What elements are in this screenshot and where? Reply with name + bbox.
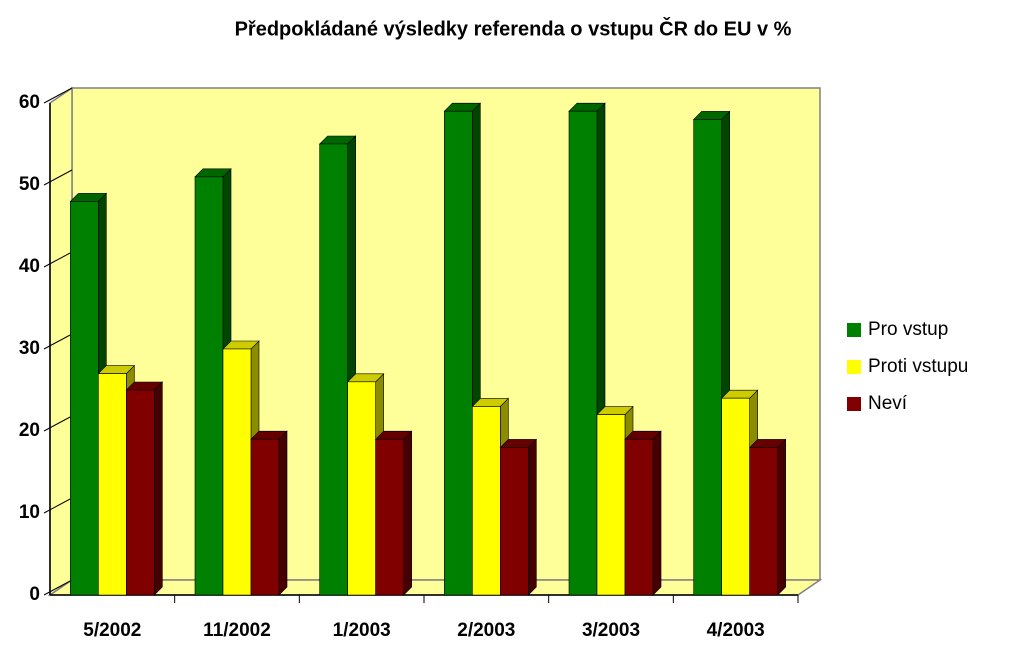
x-tick-label: 3/2003 — [582, 620, 640, 641]
bar-face — [624, 438, 654, 596]
bar-face — [98, 373, 127, 596]
bar-face — [347, 381, 376, 596]
bar-face — [777, 438, 786, 596]
y-tick — [43, 169, 73, 186]
bar-face — [500, 447, 529, 596]
x-tick-label: 4/2003 — [707, 620, 765, 641]
bar-face — [70, 201, 99, 596]
y-tick-label: 40 — [19, 256, 40, 277]
bar-face — [596, 414, 626, 596]
x-tick-label: 2/2003 — [457, 620, 515, 641]
bar-face — [472, 406, 501, 596]
bar-face — [278, 430, 288, 596]
bar-face — [568, 110, 598, 596]
bar — [748, 438, 787, 596]
legend-swatch — [847, 360, 861, 374]
y-tick — [43, 415, 73, 432]
side-wall — [49, 86, 73, 597]
y-tick — [43, 579, 73, 596]
bar-face — [403, 430, 412, 596]
bar-face — [693, 119, 722, 596]
bar-face — [154, 381, 163, 596]
bar-face — [721, 397, 750, 596]
bar-face — [528, 438, 537, 596]
y-tick — [43, 251, 73, 268]
bar-face — [222, 348, 252, 596]
bar — [250, 430, 288, 596]
bar-face — [444, 110, 473, 596]
bar-face — [652, 430, 662, 596]
chart-title: Předpokládané výsledky referenda o vstup… — [235, 16, 792, 40]
x-tick-label: 1/2003 — [333, 620, 391, 641]
y-tick-label: 30 — [19, 338, 40, 359]
y-tick-label: 0 — [29, 584, 40, 605]
bar — [125, 381, 164, 596]
y-tick — [43, 497, 73, 514]
bar-face — [194, 176, 224, 596]
legend-label: Pro vstup — [868, 319, 948, 340]
legend-label: Neví — [868, 393, 908, 414]
legend-swatch — [847, 397, 861, 411]
bar — [499, 438, 538, 596]
legend-label: Proti vstupu — [868, 356, 968, 377]
x-tick-label: 5/2002 — [83, 620, 141, 641]
legend-swatch — [847, 323, 861, 337]
bar — [624, 430, 662, 596]
y-tick — [43, 87, 73, 104]
bar-face — [126, 389, 155, 596]
y-tick — [43, 333, 73, 350]
bar-face — [375, 438, 404, 596]
bar-face — [319, 143, 348, 596]
y-tick-label: 60 — [19, 92, 40, 113]
y-tick-label: 20 — [19, 420, 40, 441]
bar-face — [250, 438, 280, 596]
x-tick-label: 11/2002 — [203, 620, 271, 641]
y-tick-label: 10 — [19, 502, 40, 523]
bar-face — [749, 447, 778, 596]
y-tick-label: 50 — [19, 174, 40, 195]
bar — [374, 430, 413, 596]
